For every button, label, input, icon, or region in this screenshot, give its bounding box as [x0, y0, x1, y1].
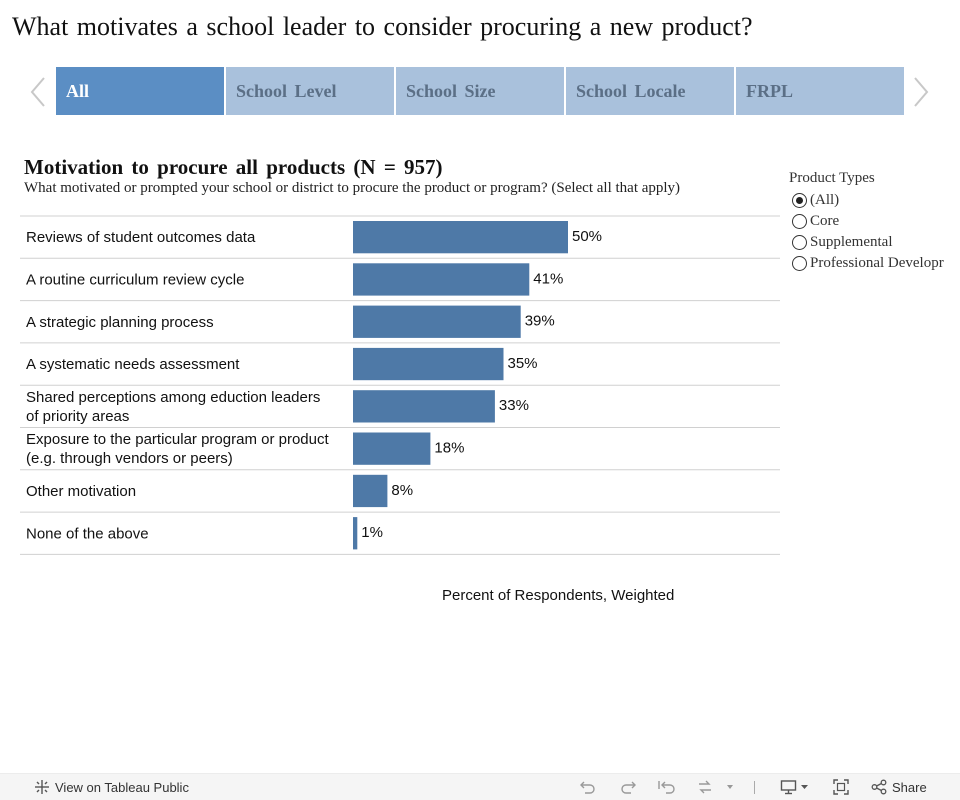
view-on-tableau-link[interactable]: View on Tableau Public [34, 779, 189, 795]
category-label: A strategic planning process [26, 314, 214, 331]
tab-school-size[interactable]: School Size [396, 67, 564, 115]
dropdown-caret-icon [727, 785, 733, 789]
share-label: Share [892, 779, 927, 795]
filter-option-label: (All) [810, 192, 840, 208]
device-layout-icon [780, 780, 808, 795]
data-label: 8% [391, 482, 413, 499]
share-button[interactable]: Share [871, 778, 927, 796]
tab-school-level[interactable]: School Level [226, 67, 394, 115]
product-types-filter: Product Types (All) Core Supplemental Profe… [789, 170, 960, 274]
category-label: (e.g. through vendors or peers) [26, 450, 233, 467]
undo-button[interactable] [579, 778, 597, 796]
chart-subtitle: What motivated or prompted your school o… [24, 180, 681, 196]
bar [353, 305, 521, 338]
chart-title: Motivation to procure all products (N = … [24, 155, 443, 179]
data-label: 35% [508, 355, 538, 372]
refresh-menu-button[interactable] [725, 778, 735, 796]
page-title: What motivates a school leader to consid… [12, 12, 753, 41]
filter-options: (All) Core Supplemental Professional Develo… [789, 190, 960, 274]
bar [353, 390, 495, 423]
revert-icon [658, 781, 675, 794]
category-label: Reviews of student outcomes data [26, 229, 256, 246]
share-icon [871, 779, 887, 795]
tab-frpl[interactable]: FRPL [736, 67, 904, 115]
footer-toolbar: View on Tableau Public Share [0, 773, 960, 800]
undo-icon [580, 781, 595, 794]
tab-all[interactable]: All [56, 67, 224, 115]
data-label: 50% [572, 228, 602, 245]
data-label: 39% [525, 313, 555, 330]
chevron-left-icon [30, 77, 45, 107]
bar [353, 221, 568, 254]
view-on-tableau-label: View on Tableau Public [55, 779, 189, 795]
device-layout-button[interactable] [780, 778, 810, 796]
refresh-button[interactable] [695, 778, 715, 796]
filter-option-label: Professional Developr [810, 255, 944, 271]
filter-option-label: Supplemental [810, 234, 893, 250]
bar [353, 474, 388, 508]
chevron-right-icon [914, 77, 929, 107]
bar [353, 263, 530, 296]
filter-option[interactable]: Professional Developr [789, 253, 960, 274]
category-label: Exposure to the particular program or pr… [26, 431, 329, 448]
category-label: None of the above [26, 525, 149, 542]
filter-option[interactable]: (All) [789, 190, 960, 211]
tabs-prev-arrow[interactable] [24, 70, 54, 114]
data-label: 41% [533, 270, 563, 287]
data-label: 18% [434, 440, 464, 457]
tabs-next-arrow[interactable] [907, 70, 937, 114]
fullscreen-icon [833, 779, 849, 795]
category-label: A routine curriculum review cycle [26, 271, 244, 288]
bar [353, 517, 358, 550]
toolbar-separator [754, 781, 755, 794]
bar [353, 432, 431, 465]
x-axis-label: Percent of Respondents, Weighted [442, 587, 675, 604]
bar [353, 347, 504, 381]
filter-option[interactable]: Supplemental [789, 232, 960, 253]
radio-unchecked-icon[interactable] [792, 256, 807, 271]
revert-button[interactable] [657, 778, 677, 796]
radio-unchecked-icon[interactable] [792, 235, 807, 250]
bar-chart: Reviews of student outcomes data 50% A rou… [20, 215, 780, 555]
category-label: Other motivation [26, 483, 136, 500]
redo-icon [621, 781, 636, 794]
redo-button[interactable] [619, 778, 637, 796]
filter-option-label: Core [810, 213, 840, 229]
radio-checked-icon[interactable] [792, 193, 807, 208]
category-label: Shared perceptions among eduction leader… [26, 389, 320, 406]
refresh-icon [699, 780, 711, 794]
fullscreen-button[interactable] [833, 778, 849, 796]
filter-option[interactable]: Core [789, 211, 960, 232]
data-label: 1% [361, 524, 383, 541]
tableau-logo-icon [35, 780, 49, 794]
category-label: A systematic needs assessment [26, 356, 240, 373]
filter-title: Product Types [789, 170, 875, 186]
data-label: 33% [499, 397, 529, 414]
radio-unchecked-icon[interactable] [792, 214, 807, 229]
tab-school-locale[interactable]: School Locale [566, 67, 734, 115]
category-label: of priority areas [26, 408, 129, 425]
